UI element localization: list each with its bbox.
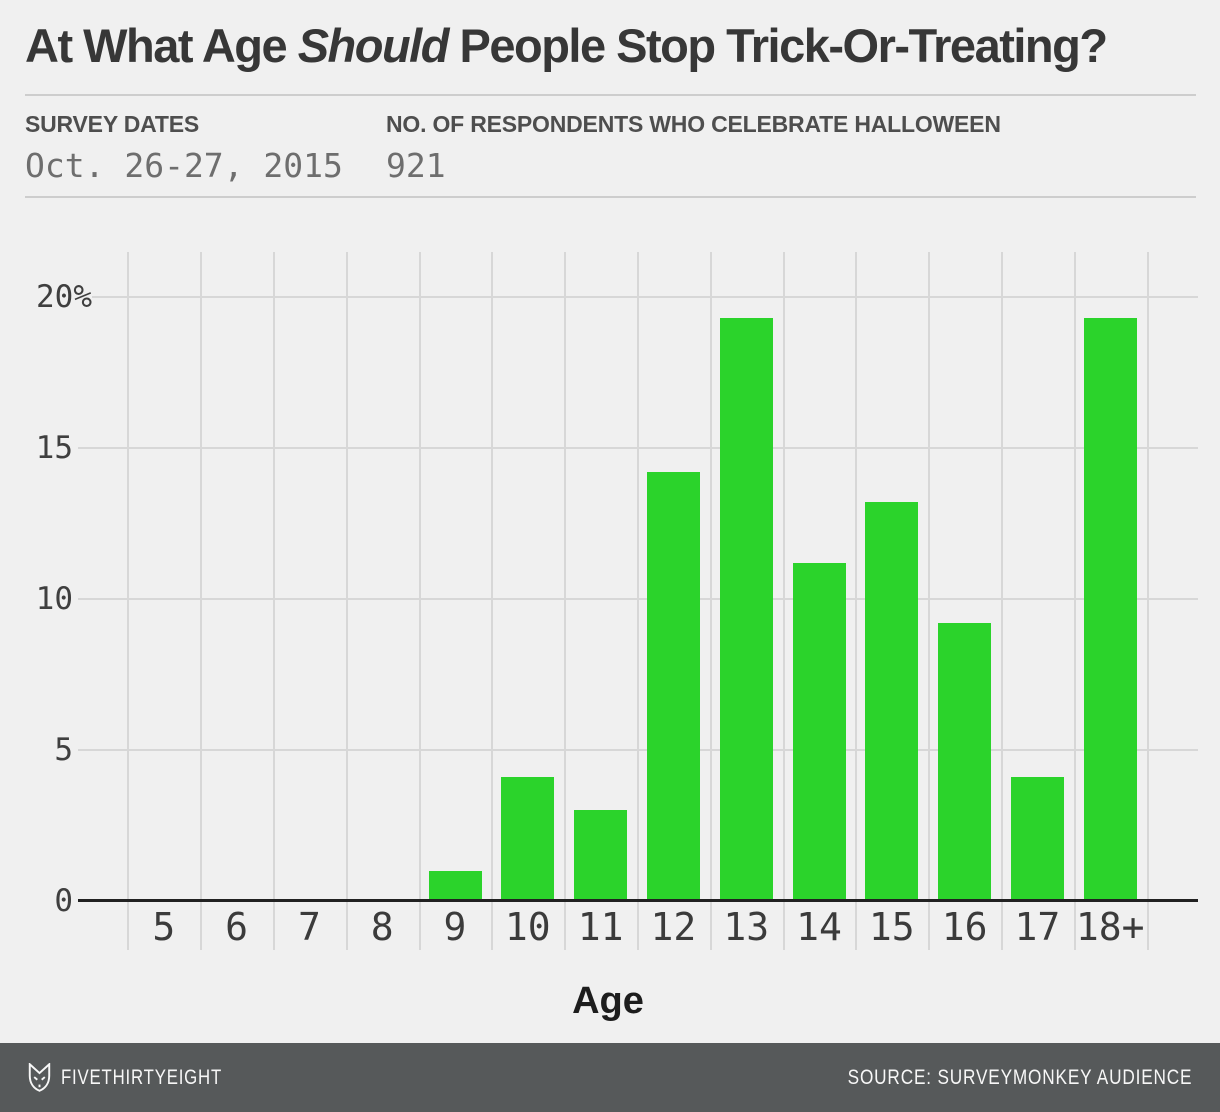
chart-title-post: People Stop Trick-Or-Treating? [447,19,1108,72]
y-axis-tick-label: 5 [24,733,73,767]
y-axis-tick-label: 10 [24,582,73,616]
fivethirtyeight-fox-icon [28,1063,51,1092]
x-axis-tick-label: 12 [650,905,697,949]
footer-brand-wordmark: FIVETHIRTYEIGHT [61,1065,223,1089]
header-divider-bottom [25,196,1196,198]
bar-age-10 [501,777,555,901]
x-axis-tick-label: 14 [796,905,842,949]
footer-bar: FIVETHIRTYEIGHT SOURCE: SURVEYMONKEY AUD… [0,1043,1220,1112]
bar-age-18+ [1083,318,1137,901]
x-axis-tick-label: 13 [723,905,770,949]
bar-age-14 [792,563,846,901]
horizontal-gridline [78,296,1198,298]
chart-title: At What Age Should People Stop Trick-Or-… [25,20,1200,72]
x-axis-tick-label: 5 [152,905,176,949]
bar-age-13 [719,318,773,901]
bar-age-17 [1010,777,1064,901]
vertical-gridline [200,252,203,950]
vertical-gridline [345,252,348,950]
vertical-gridline [855,252,858,950]
vertical-gridline [709,252,712,950]
bar-age-12 [646,472,700,901]
x-axis-tick-label: 8 [370,905,394,949]
header-divider-top [25,94,1196,96]
y-axis-tick-label: 0 [24,884,73,918]
age-axis-title: Age [572,980,644,1022]
y-axis-tick-label: 20% [24,280,92,314]
chart-title-pre: At What Age [25,19,298,72]
horizontal-gridline [78,447,1198,449]
x-axis-tick-label: 18+ [1075,905,1145,949]
vertical-gridline [928,252,931,950]
survey-dates-label: SURVEY DATES [25,111,199,137]
vertical-gridline [1001,252,1003,950]
x-axis-tick-label: 11 [577,905,624,949]
horizontal-gridline [78,598,1198,600]
vertical-gridline [491,252,494,950]
respondents-label: NO. OF RESPONDENTS WHO CELEBRATE HALLOWE… [386,111,1001,137]
respondents-value: 921 [386,146,446,185]
horizontal-gridline [78,749,1198,751]
bar-age-16 [938,623,992,901]
y-axis-tick-label: 15 [24,431,73,465]
vertical-gridline [1146,252,1149,950]
x-axis-tick-label: 7 [297,905,321,949]
bar-age-15 [865,502,919,901]
x-axis-tick-label: 16 [941,905,988,949]
vertical-gridline [418,252,421,950]
x-axis-tick-label: 6 [225,905,249,949]
vertical-gridline [127,252,130,950]
x-axis-line [78,899,1198,902]
x-axis-tick-label: 10 [504,905,551,949]
survey-dates-value: Oct. 26-27, 2015 [25,146,343,185]
x-axis-tick-label: 9 [443,905,467,949]
vertical-gridline [637,252,639,950]
vertical-gridline [273,252,275,950]
footer-brand-group: FIVETHIRTYEIGHT [28,1063,262,1092]
footer-source-credit: SOURCE: SURVEYMONKEY AUDIENCE [847,1065,1192,1089]
bar-age-11 [574,810,628,901]
vertical-gridline [564,252,567,950]
x-axis-tick-label: 17 [1014,905,1061,949]
chart-title-italic: Should [297,19,450,72]
vertical-gridline [1073,252,1076,950]
vertical-gridline [782,252,785,950]
bar-age-9 [428,871,482,901]
x-axis-tick-label: 15 [868,905,915,949]
